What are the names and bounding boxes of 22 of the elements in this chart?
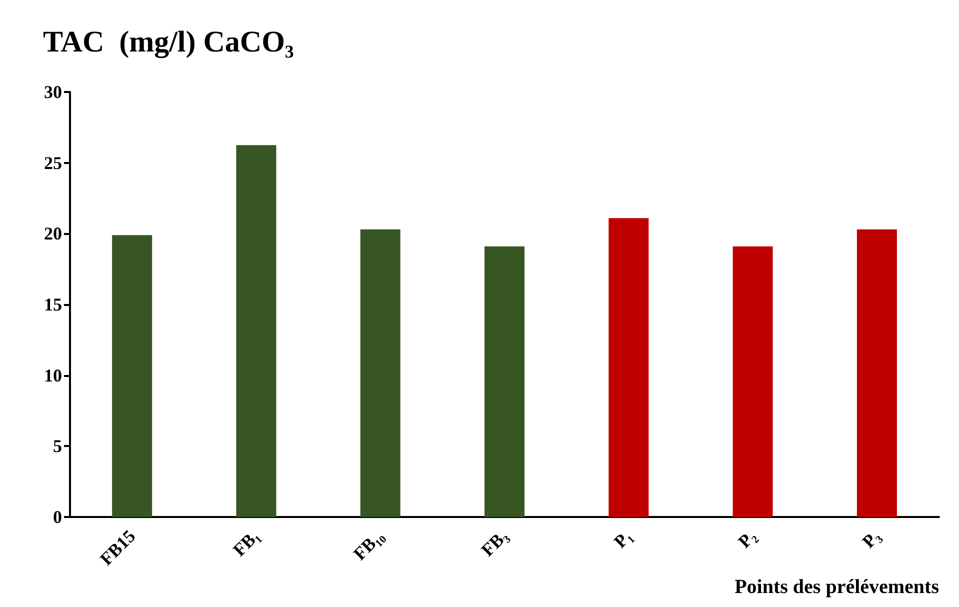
y-tick-label: 0 — [53, 507, 62, 527]
x-tick-label: P₁ — [610, 526, 636, 552]
y-tick-label: 20 — [44, 224, 62, 244]
x-tick-label: FB₁₀ — [349, 526, 388, 564]
y-tick-label: 10 — [44, 365, 62, 386]
x-tick-label: P₂ — [734, 526, 760, 552]
bar — [484, 246, 524, 517]
x-axis-title: Points des prélévements — [734, 576, 940, 598]
bar — [856, 229, 897, 517]
chart-title: TAC (mg/l) CaCO₃ — [43, 26, 294, 58]
x-tick-label: FB₁ — [229, 526, 264, 560]
x-tick-label: P₃ — [858, 526, 884, 552]
bar — [360, 229, 400, 517]
bar — [732, 246, 773, 517]
bar — [112, 235, 152, 517]
y-tick-label: 15 — [44, 294, 62, 314]
bar — [236, 145, 276, 517]
y-tick-label: 30 — [44, 82, 62, 102]
y-tick-label: 25 — [44, 152, 62, 173]
bar — [608, 218, 649, 517]
x-tick-label: FB₃ — [477, 526, 512, 560]
y-tick-label: 5 — [53, 436, 62, 456]
